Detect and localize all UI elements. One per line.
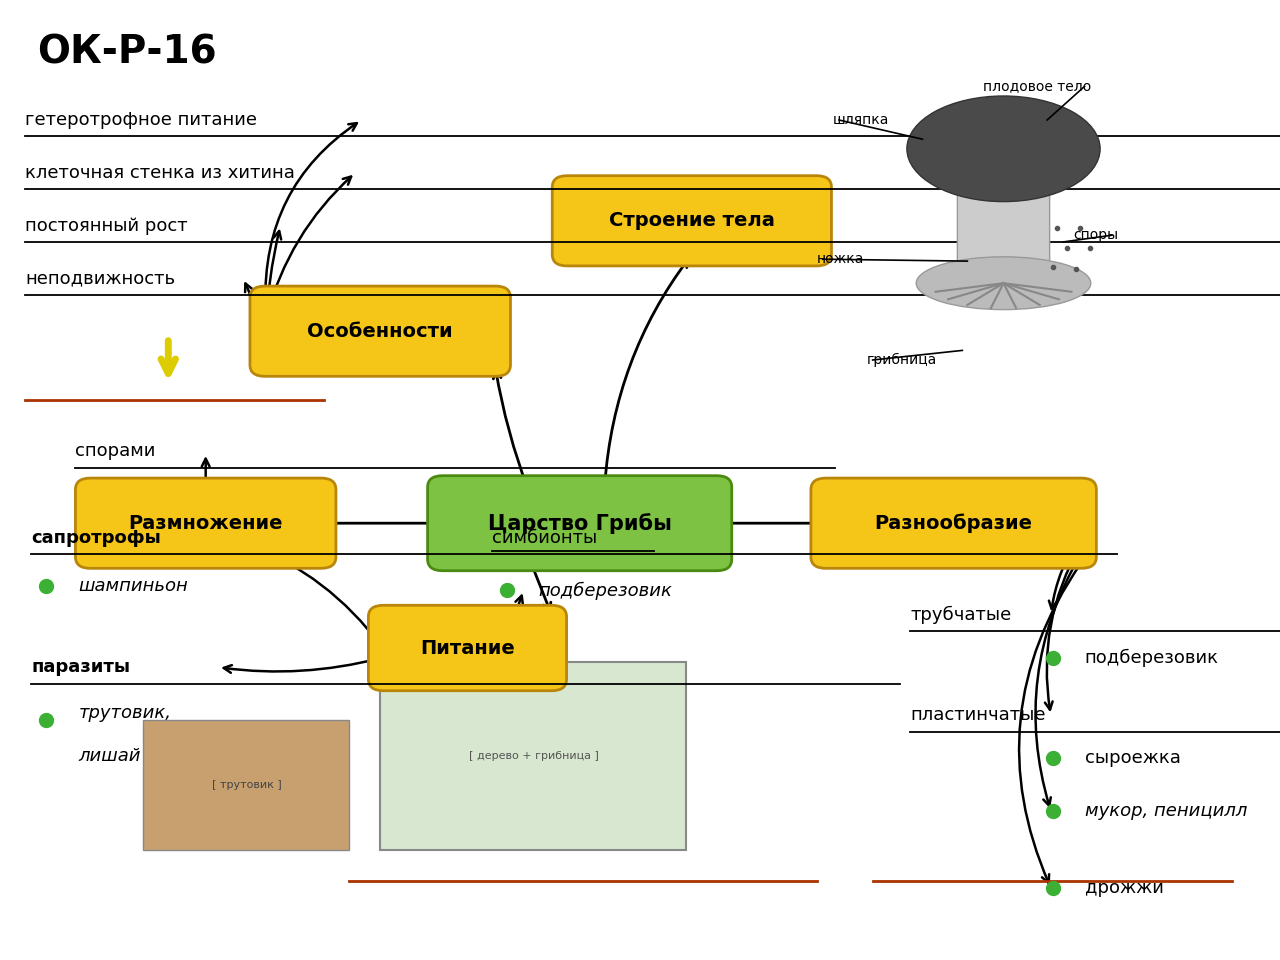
Text: гетеротрофное питание: гетеротрофное питание — [24, 111, 257, 129]
Text: неподвижность: неподвижность — [24, 270, 175, 287]
Text: ОК-Р-16: ОК-Р-16 — [37, 34, 218, 72]
FancyBboxPatch shape — [380, 662, 686, 850]
Text: шляпка: шляпка — [833, 113, 890, 127]
Text: паразиты: паразиты — [31, 659, 131, 676]
Text: симбионты: симбионты — [493, 529, 598, 546]
FancyBboxPatch shape — [76, 478, 335, 568]
Text: [ трутовик ]: [ трутовик ] — [212, 780, 282, 790]
FancyBboxPatch shape — [143, 720, 349, 850]
Text: Питание: Питание — [420, 638, 515, 658]
Ellipse shape — [916, 257, 1091, 309]
Text: плодовое тело: плодовое тело — [983, 80, 1091, 93]
Text: Строение тела: Строение тела — [609, 211, 774, 230]
Text: Царство Грибы: Царство Грибы — [488, 513, 672, 534]
Text: мукор, пеницилл: мукор, пеницилл — [1084, 803, 1247, 820]
Text: Особенности: Особенности — [307, 322, 453, 341]
Text: пластинчатые: пластинчатые — [910, 707, 1046, 724]
FancyBboxPatch shape — [957, 132, 1050, 296]
Text: ножка: ножка — [817, 252, 864, 266]
FancyBboxPatch shape — [552, 176, 832, 266]
Text: лишай: лишай — [78, 748, 141, 765]
FancyBboxPatch shape — [428, 475, 732, 570]
Text: Разнообразие: Разнообразие — [874, 514, 1033, 533]
Text: клеточная стенка из хитина: клеточная стенка из хитина — [24, 164, 294, 181]
Text: споры: споры — [1073, 228, 1119, 242]
Text: подберезовик: подберезовик — [539, 581, 672, 600]
Text: сапротрофы: сапротрофы — [31, 529, 161, 546]
Text: подберезовик: подберезовик — [1084, 648, 1219, 667]
Text: трутовик,: трутовик, — [78, 705, 172, 722]
FancyBboxPatch shape — [250, 286, 511, 376]
Text: шампиньон: шампиньон — [78, 577, 188, 594]
Text: дрожжи: дрожжи — [1084, 879, 1164, 897]
Text: сыроежка: сыроежка — [1084, 750, 1180, 767]
Text: трубчатые: трубчатые — [910, 605, 1011, 624]
Text: спорами: спорами — [74, 443, 155, 460]
Text: постоянный рост: постоянный рост — [24, 217, 188, 234]
Ellipse shape — [908, 96, 1100, 202]
Text: [ дерево + грибница ]: [ дерево + грибница ] — [468, 752, 599, 761]
FancyBboxPatch shape — [812, 478, 1097, 568]
FancyBboxPatch shape — [369, 606, 567, 691]
Text: грибница: грибница — [867, 353, 937, 367]
Text: Размножение: Размножение — [128, 514, 283, 533]
